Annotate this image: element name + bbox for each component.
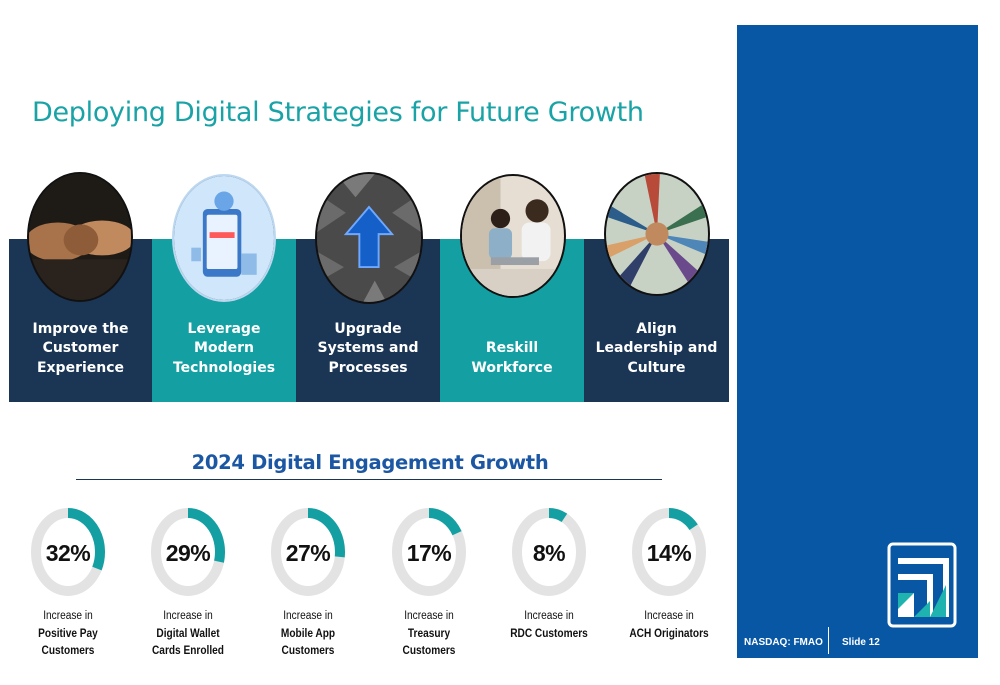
handshake-photo: [27, 172, 133, 302]
metric-caption-lead: Increase in: [404, 610, 454, 622]
metric-caption: Increase in Positive Pay Customers: [15, 608, 121, 661]
employees-training-photo: [460, 174, 566, 298]
metric-caption: Increase in Mobile App Customers: [255, 608, 361, 661]
upward-arrow-maze-photo: [315, 172, 423, 304]
footer-divider: [828, 627, 829, 654]
side-panel: [737, 25, 978, 658]
growth-title-rule: [76, 479, 662, 480]
footer-ticker: NASDAQ: FMAO: [744, 637, 823, 648]
metric-caption-subject: Digital Wallet Cards Enrolled: [152, 627, 224, 658]
metric-caption-lead: Increase in: [644, 610, 694, 622]
progress-ring: [392, 507, 466, 597]
pillar-label: Improve the Customer Experience: [32, 320, 129, 376]
footer-slide-number: Slide 12: [842, 637, 880, 648]
team-hands-together-photo: [604, 172, 710, 296]
pillar-label: Align Leadership and Culture: [595, 320, 718, 376]
metric-caption-lead: Increase in: [524, 610, 574, 622]
pillar-label: Reskill Workforce: [471, 340, 553, 376]
metric-percent: 14%: [646, 540, 692, 566]
metric-percent: 32%: [45, 540, 91, 566]
progress-ring: [271, 507, 345, 597]
metric-caption-subject: Mobile App Customers: [280, 627, 336, 658]
mobile-technology-photo: [172, 174, 276, 302]
pillar-label: Leverage Modern Technologies: [172, 320, 276, 376]
pillar-label: Upgrade Systems and Processes: [317, 320, 419, 376]
ring-progress-arc: [307, 508, 345, 558]
progress-ring: [512, 507, 586, 597]
slide-title: Deploying Digital Strategies for Future …: [32, 97, 644, 128]
metric-caption: Increase in RDC Customers: [496, 608, 602, 643]
metric-caption-subject: Treasury Customers: [402, 627, 456, 658]
growth-section-title: 2024 Digital Engagement Growth: [191, 451, 549, 474]
metric-caption-subject: RDC Customers: [510, 627, 588, 640]
company-logo-icon: [887, 542, 957, 628]
ring-progress-arc: [668, 508, 698, 531]
metric-caption-lead: Increase in: [163, 610, 213, 622]
metric-caption-subject: Positive Pay Customers: [38, 627, 98, 658]
progress-ring: [31, 507, 105, 597]
ring-progress-arc: [67, 508, 105, 571]
ring-progress-arc: [428, 508, 462, 536]
progress-ring: [632, 507, 706, 597]
metric-percent: 29%: [165, 540, 211, 566]
metric-caption: Increase in Treasury Customers: [376, 608, 482, 661]
metric-caption-lead: Increase in: [283, 610, 333, 622]
ring-progress-arc: [548, 508, 568, 523]
metric-percent: 17%: [406, 540, 452, 566]
metric-percent: 27%: [285, 540, 331, 566]
progress-ring: [151, 507, 225, 597]
metric-caption: Increase in Digital Wallet Cards Enrolled: [135, 608, 241, 661]
strategy-pillars: Improve the Customer Experience Leverage…: [9, 239, 729, 402]
ring-progress-arc: [187, 508, 225, 563]
metric-percent: 8%: [532, 540, 566, 566]
metric-caption: Increase in ACH Originators: [616, 608, 722, 643]
metric-caption-lead: Increase in: [43, 610, 93, 622]
metric-caption-subject: ACH Originators: [629, 627, 709, 640]
